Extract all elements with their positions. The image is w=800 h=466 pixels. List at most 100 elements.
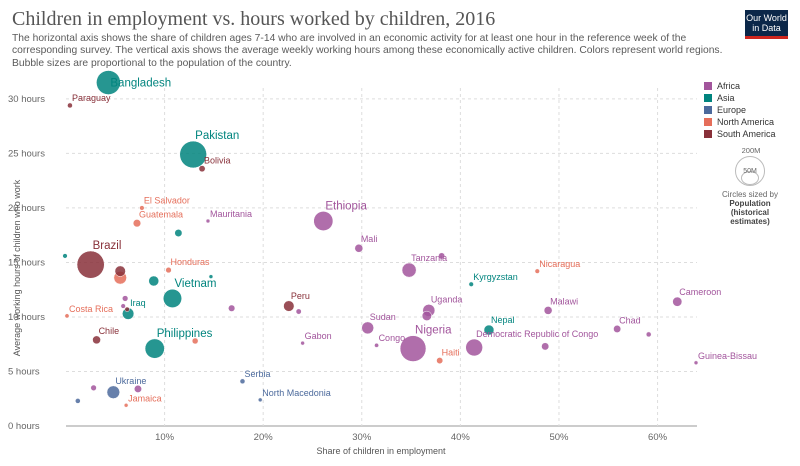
data-label: Philippines [157,328,213,340]
data-label: Tanzania [411,253,447,263]
data-label: Costa Rica [69,304,113,314]
x-tick-label: 20% [254,432,274,443]
data-label: Serbia [244,369,270,379]
logo-line2: in Data [752,23,781,33]
data-point [283,300,295,312]
data-point [191,337,199,345]
data-label: Nigeria [415,325,452,337]
data-point [62,253,68,259]
data-label: Nepal [491,315,515,325]
legend-swatch [704,130,712,138]
data-point [257,397,263,403]
data-label: Gabon [305,331,332,341]
legend-item[interactable]: South America [704,128,776,140]
legend-item[interactable]: Africa [704,80,776,92]
data-label: Cameroon [679,287,721,297]
data-point [672,296,683,307]
data-point [134,384,142,393]
data-point [465,338,483,357]
data-point [374,342,379,348]
data-label: Kyrgyzstan [473,272,518,282]
data-point [139,205,145,211]
x-tick-label: 50% [549,432,569,443]
data-point [67,102,73,109]
data-point [75,398,81,404]
size-legend-caption: Circles sized by [721,190,778,199]
data-point [354,243,364,253]
data-point [76,250,105,279]
chart-subtitle: The horizontal axis shows the share of c… [12,33,723,69]
data-point [92,335,101,345]
data-label: Nicaragua [539,259,580,269]
x-tick-label: 10% [155,432,175,443]
y-tick-label: 20 hours [8,203,45,214]
data-point [645,331,652,338]
data-point [198,165,206,173]
data-point [534,268,540,274]
data-point [208,274,214,279]
legend-swatch [704,118,712,126]
data-point [123,403,129,408]
data-point [483,324,495,336]
legend-label: Africa [717,81,741,91]
data-label: Congo [379,333,406,343]
data-point [295,308,302,315]
data-point [114,265,126,277]
size-legend-caption-bold: Population (historical estimates) [729,199,771,226]
size-legend-small-circle [741,171,759,185]
data-label: Uganda [431,294,463,304]
data-point [239,378,246,385]
x-tick-label: 60% [648,432,668,443]
y-tick-label: 30 hours [8,94,45,105]
y-tick-label: 0 hours [8,421,40,432]
size-legend-max: 200M [741,146,761,155]
data-label: Peru [291,291,310,301]
data-label: Bolivia [204,156,231,166]
data-point [401,262,417,278]
size-legend: 200M 50M Circles sized by Population (hi… [718,146,782,226]
data-point [438,252,446,260]
y-axis-label: Average working hours of children who wo… [12,179,22,356]
data-label: Mauritania [210,209,252,219]
data-label: Jamaica [128,393,162,403]
data-label: Democratic Republic of Congo [476,329,598,339]
data-point [228,304,236,312]
legend-item[interactable]: Europe [704,104,776,116]
axes: 0 hours 5 hours 10 hours 15 hours 20 hours 25… [8,94,668,443]
chart-title: Children in employment vs. hours worked … [12,8,496,30]
size-legend-large-circle: 200M 50M [735,146,765,186]
data-label: Chad [619,315,641,325]
owid-logo[interactable]: Our World in Data [745,10,788,39]
data-label: Chile [99,326,120,336]
data-label: Bangladesh [110,78,171,90]
data-point [96,70,121,95]
legend-item[interactable]: Asia [704,92,776,104]
data-label: North Macedonia [262,388,331,398]
data-point [163,288,182,308]
legend-swatch [704,94,712,102]
data-point [106,385,120,399]
data-label: Ukraine [115,376,146,386]
data-point [613,325,622,333]
data-point [313,211,334,231]
x-tick-label: 40% [451,432,471,443]
x-tick-label: 30% [352,432,372,443]
data-label: Paraguay [72,93,111,103]
data-label: Mali [361,234,378,244]
data-point [132,219,142,228]
legend-label: North America [717,117,775,127]
data-point [64,313,70,319]
data-label: Brazil [93,240,122,252]
data-point [148,275,160,287]
data-point [174,229,183,237]
data-label: Haiti [442,347,460,357]
legend-label: Europe [717,105,747,115]
legend-item[interactable]: North America [704,116,776,128]
data-point [122,295,129,302]
legend-label: Asia [717,93,735,103]
data-point [693,360,699,366]
data-label: Iraq [130,298,146,308]
data-label: Guatemala [139,209,183,219]
data-point [205,218,211,224]
grid [66,88,697,427]
